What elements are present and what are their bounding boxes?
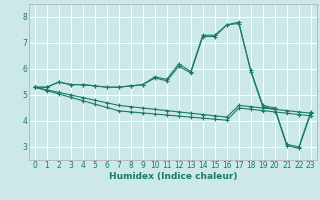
X-axis label: Humidex (Indice chaleur): Humidex (Indice chaleur) <box>108 172 237 181</box>
